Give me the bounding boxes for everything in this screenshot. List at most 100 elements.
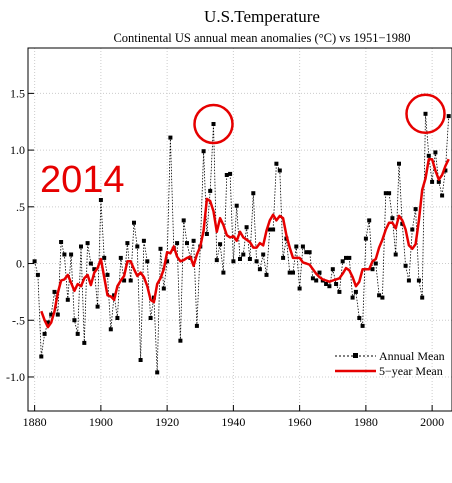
x-tick-label: 1960 (288, 415, 312, 429)
annual-mean-point (291, 270, 295, 275)
annual-mean-point (367, 218, 372, 223)
annual-mean-point (178, 338, 183, 343)
annual-mean-point (49, 312, 54, 317)
chart-title: U.S.Temperature (204, 7, 320, 26)
year-annotation: 2014 (40, 159, 125, 201)
annual-mean-point (92, 267, 97, 272)
annual-mean-point (128, 278, 133, 283)
annual-mean-point (310, 276, 315, 281)
annual-mean-point (271, 227, 276, 232)
annual-mean-point (218, 242, 223, 247)
annual-mean-point (244, 225, 249, 230)
annual-mean-point (446, 114, 451, 119)
series-layer (32, 111, 451, 375)
annual-mean-point (403, 263, 408, 268)
x-tick-label: 1940 (221, 415, 245, 429)
annual-mean-point (241, 252, 246, 257)
annual-mean-point (52, 289, 57, 294)
annual-mean-point (168, 135, 173, 140)
annual-mean-point (426, 153, 431, 158)
annual-mean-point (234, 203, 239, 208)
annual-mean-point (380, 295, 385, 300)
annual-mean-point (387, 191, 392, 196)
annual-mean-point (161, 286, 166, 291)
annual-mean-point (155, 370, 160, 375)
annual-mean-point (443, 168, 448, 173)
annual-mean-point (98, 198, 103, 202)
annual-mean-point (347, 255, 352, 260)
annual-mean-point (125, 241, 130, 246)
annual-mean-point (423, 111, 428, 116)
annual-mean-point (165, 259, 170, 264)
annual-mean-point (132, 220, 136, 225)
annual-mean-point (413, 207, 418, 212)
annual-mean-point (145, 259, 150, 264)
annual-mean-point (304, 250, 309, 255)
annual-mean-point (373, 261, 378, 266)
annual-mean-point (274, 161, 279, 166)
x-tick-label: 1980 (354, 415, 378, 429)
annual-mean-point (158, 246, 163, 251)
annual-mean-point (69, 252, 74, 257)
highlight-circle (405, 93, 446, 135)
annual-mean-point (148, 316, 153, 320)
annual-mean-point (281, 255, 286, 260)
annual-mean-point (397, 161, 401, 166)
annual-mean-point (300, 244, 305, 249)
annual-mean-point (317, 270, 322, 275)
annual-mean-point (108, 327, 113, 332)
annual-mean-point (247, 257, 252, 261)
annual-mean-point (95, 304, 100, 309)
y-tick-label: -1.0 (6, 370, 25, 384)
axis-ticks: 1880 1900 1920 1940 1960 1980 2000 1.5 1.0 .5 0. -.… (6, 86, 444, 429)
annual-mean-point (214, 258, 219, 263)
x-tick-label: 1880 (23, 415, 47, 429)
chart-subtitle: Continental US annual mean anomalies (°C… (113, 31, 410, 45)
annual-mean-point (82, 340, 87, 345)
annual-mean-point (224, 173, 229, 177)
annual-mean-point (79, 244, 83, 249)
annual-mean-point (72, 318, 77, 323)
annual-mean-point (59, 240, 64, 244)
highlight-circle (193, 103, 234, 145)
annual-mean-point (238, 257, 242, 261)
annual-mean-point (327, 284, 332, 289)
annual-mean-point (370, 267, 375, 272)
annual-mean-point (65, 297, 70, 302)
annual-mean-point (185, 241, 189, 246)
annual-mean-point (383, 191, 388, 196)
annual-mean-point (211, 122, 216, 126)
annual-mean-point (416, 278, 421, 283)
annual-mean-point (102, 255, 107, 260)
x-tick-label: 1920 (155, 415, 179, 429)
annual-mean-point (175, 241, 180, 246)
annual-mean-point (430, 179, 435, 184)
annual-mean-point (85, 241, 90, 246)
annual-mean-point (334, 282, 339, 286)
legend-fiveyear-label: 5−year Mean (379, 364, 443, 378)
annual-mean-point (337, 289, 342, 294)
annual-mean-point (88, 261, 93, 266)
annual-mean-point (350, 295, 355, 300)
annual-mean-point (39, 354, 44, 359)
annual-mean-point (406, 278, 411, 283)
annual-mean-point (201, 149, 206, 154)
annual-mean-point (181, 218, 186, 223)
highlight-circles (193, 93, 446, 145)
annual-mean-point (135, 244, 140, 249)
annual-mean-point (32, 259, 37, 264)
annual-mean-point (254, 259, 259, 264)
annual-mean-point (55, 312, 60, 317)
annual-mean-point (42, 331, 47, 336)
annual-mean-point (324, 282, 329, 286)
legend-annual-label: Annual Mean (379, 349, 445, 363)
grid (28, 48, 452, 411)
annual-mean-point (440, 193, 445, 198)
annual-mean-point (357, 316, 362, 320)
annual-mean-point (45, 320, 50, 325)
annual-mean-point (138, 358, 143, 362)
annual-mean-point (330, 267, 335, 272)
annual-mean-point (340, 259, 345, 264)
